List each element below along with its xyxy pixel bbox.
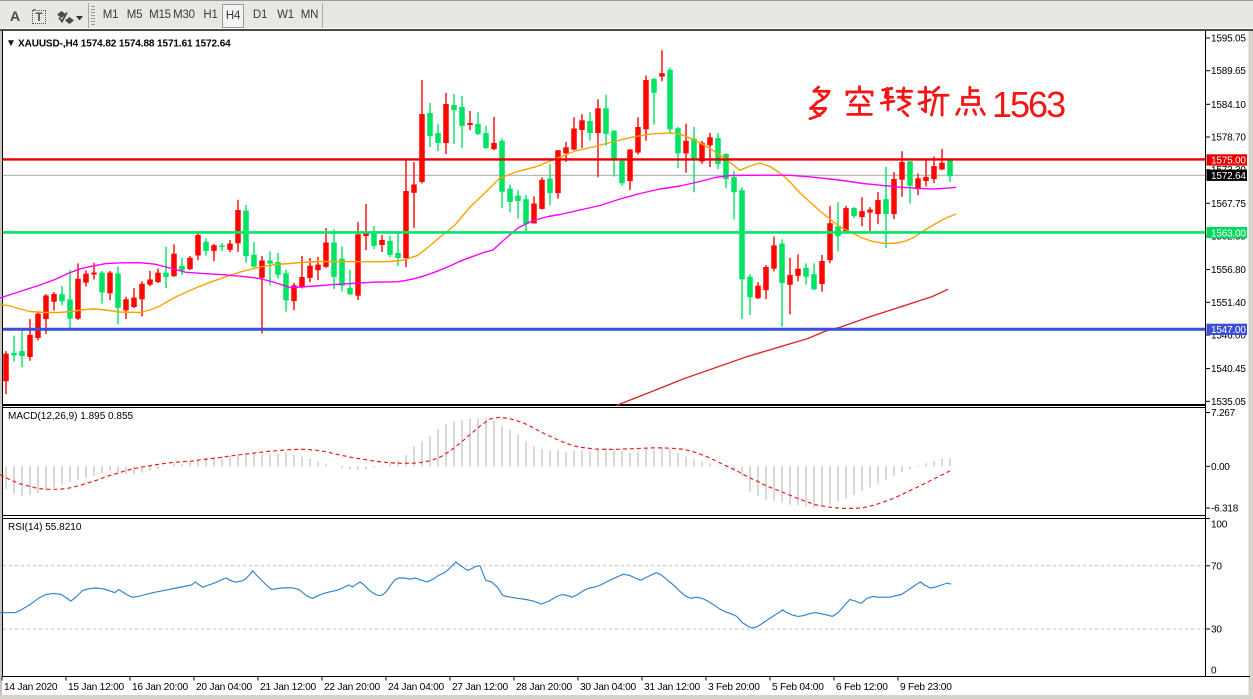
svg-text:1578.70: 1578.70 — [1211, 133, 1246, 144]
svg-text:30 Jan 04:00: 30 Jan 04:00 — [580, 682, 636, 693]
svg-text:1535.05: 1535.05 — [1211, 397, 1246, 408]
svg-text:1563.00: 1563.00 — [1211, 228, 1246, 239]
svg-text:0.00: 0.00 — [1211, 462, 1230, 473]
svg-text:1546.00: 1546.00 — [1211, 331, 1246, 342]
svg-text:21 Jan 12:00: 21 Jan 12:00 — [260, 682, 316, 693]
svg-text:1563: 1563 — [992, 84, 1065, 125]
svg-text:MACD(12,26,9) 1.895 0.855: MACD(12,26,9) 1.895 0.855 — [8, 411, 134, 422]
svg-text:1551.40: 1551.40 — [1211, 298, 1246, 309]
svg-text:5 Feb 04:00: 5 Feb 04:00 — [772, 682, 824, 693]
svg-text:70: 70 — [1211, 561, 1222, 572]
svg-text:3 Feb 20:00: 3 Feb 20:00 — [708, 682, 760, 693]
svg-text:-6.318: -6.318 — [1211, 504, 1239, 515]
svg-text:100: 100 — [1211, 520, 1228, 531]
svg-text:15 Jan 12:00: 15 Jan 12:00 — [68, 682, 124, 693]
svg-text:1547.00: 1547.00 — [1211, 325, 1246, 336]
svg-text:1567.75: 1567.75 — [1211, 199, 1246, 210]
svg-text:1556.80: 1556.80 — [1211, 265, 1246, 276]
svg-text:14 Jan 2020: 14 Jan 2020 — [4, 682, 58, 693]
svg-text:RSI(14) 55.8210: RSI(14) 55.8210 — [8, 522, 82, 533]
svg-text:1572.64: 1572.64 — [1211, 171, 1246, 182]
svg-text:1595.05: 1595.05 — [1211, 34, 1246, 45]
svg-text:1575.00: 1575.00 — [1211, 156, 1246, 167]
svg-text:1584.10: 1584.10 — [1211, 100, 1246, 111]
svg-text:1540.45: 1540.45 — [1211, 364, 1246, 375]
svg-text:20 Jan 04:00: 20 Jan 04:00 — [196, 682, 252, 693]
svg-text:24 Jan 04:00: 24 Jan 04:00 — [388, 682, 444, 693]
svg-text:27 Jan 12:00: 27 Jan 12:00 — [452, 682, 508, 693]
svg-text:31 Jan 12:00: 31 Jan 12:00 — [644, 682, 700, 693]
svg-text:7.267: 7.267 — [1211, 408, 1236, 419]
svg-text:6 Feb 12:00: 6 Feb 12:00 — [836, 682, 888, 693]
svg-text:22 Jan 20:00: 22 Jan 20:00 — [324, 682, 380, 693]
svg-text:30: 30 — [1211, 625, 1222, 636]
svg-text:16 Jan 20:00: 16 Jan 20:00 — [132, 682, 188, 693]
svg-text:1589.65: 1589.65 — [1211, 66, 1246, 77]
svg-text:28 Jan 20:00: 28 Jan 20:00 — [516, 682, 572, 693]
svg-text:0: 0 — [1211, 666, 1217, 677]
svg-text:▼: ▼ — [6, 38, 16, 49]
svg-text:XAUUSD-,H4 1574.82 1574.88 15: XAUUSD-,H4 1574.82 1574.88 1571.61 1572.… — [18, 39, 231, 50]
svg-text:9 Feb 23:00: 9 Feb 23:00 — [900, 682, 952, 693]
